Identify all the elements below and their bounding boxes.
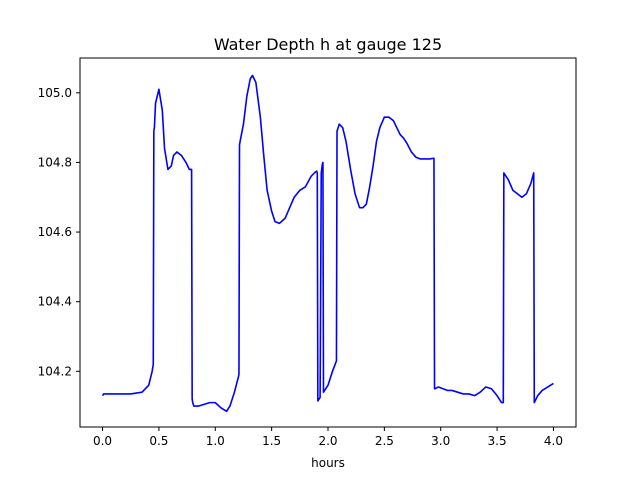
x-tick-label: 1.0 [206, 434, 225, 448]
x-tick-label: 0.5 [149, 434, 168, 448]
x-axis-ticks: 0.0 0.5 1.0 1.5 2.0 2.5 3.0 3.5 4.0 [93, 427, 563, 448]
chart-title: Water Depth h at gauge 125 [214, 35, 442, 54]
x-axis-label: hours [311, 456, 345, 470]
x-tick-label: 0.0 [93, 434, 112, 448]
x-tick-label: 3.5 [488, 434, 507, 448]
plot-frame [79, 57, 577, 428]
x-tick-label: 2.0 [318, 434, 337, 448]
y-axis-ticks: 104.2 104.4 104.6 104.8 105.0 [38, 86, 80, 378]
y-tick-label: 104.6 [38, 225, 72, 239]
y-tick-label: 104.4 [38, 295, 72, 309]
x-tick-label: 4.0 [544, 434, 563, 448]
series-line [101, 74, 554, 413]
y-tick-label: 104.8 [38, 155, 72, 169]
y-tick-label: 105.0 [38, 86, 72, 100]
y-tick-label: 104.2 [38, 364, 72, 378]
x-tick-label: 2.5 [375, 434, 394, 448]
x-tick-label: 3.0 [431, 434, 450, 448]
plot-area [101, 74, 554, 413]
x-tick-label: 1.5 [262, 434, 281, 448]
